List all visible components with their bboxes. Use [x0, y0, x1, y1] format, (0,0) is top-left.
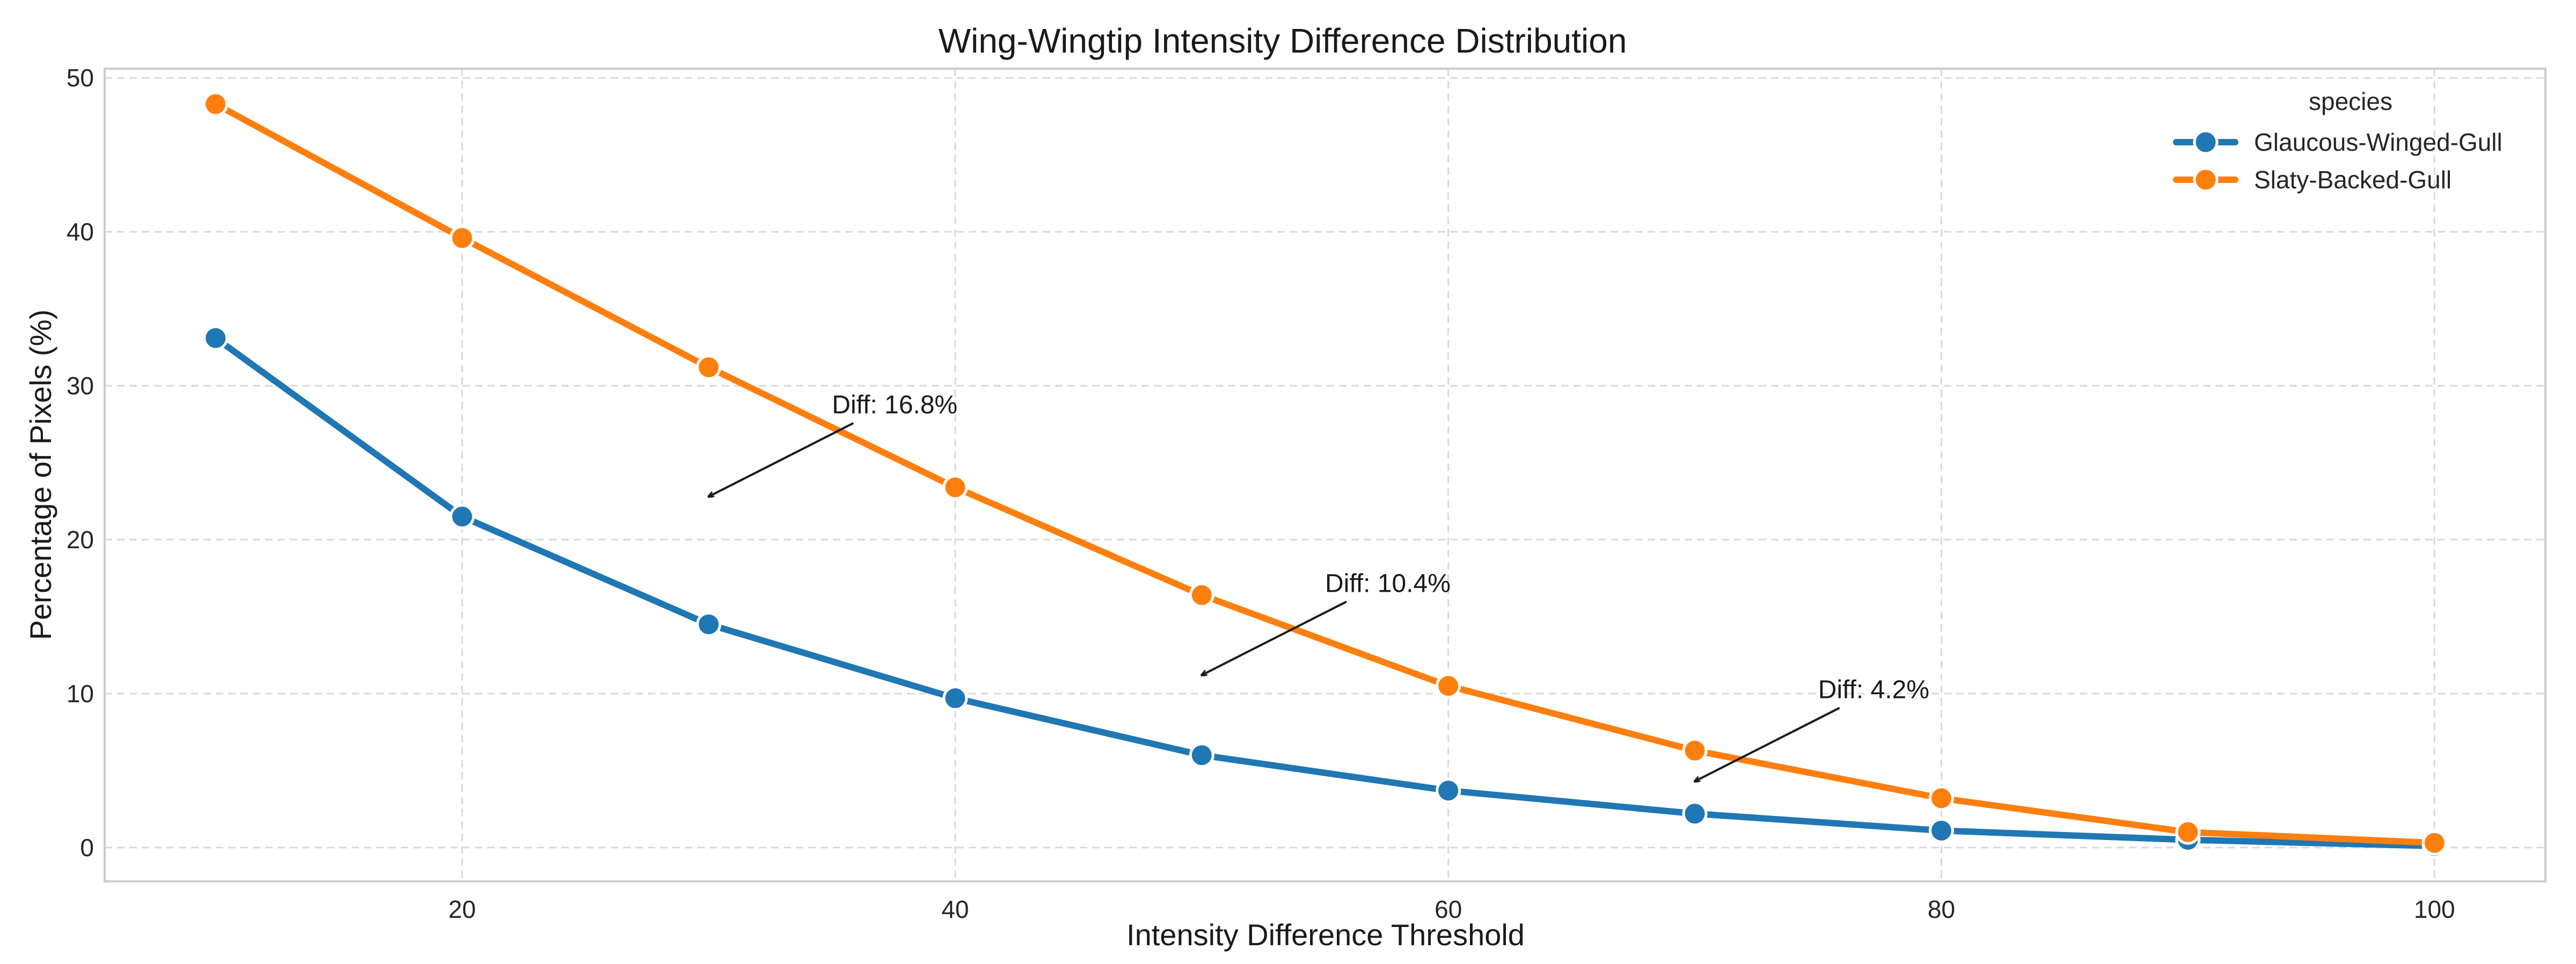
- annotations: Diff: 16.8% Diff: 10.4% Diff: 4.2%: [709, 391, 1929, 782]
- annotation-label: Diff: 4.2%: [1818, 676, 1929, 704]
- data-point: [696, 355, 722, 380]
- y-tick-label: 10: [67, 680, 94, 708]
- annotation: Diff: 10.4%: [1202, 570, 1451, 675]
- data-point: [449, 225, 475, 251]
- legend: species Glaucous-Winged-Gull Slaty-Backed…: [2173, 87, 2502, 194]
- data-point: [203, 91, 229, 117]
- y-tick-label: 0: [80, 834, 94, 862]
- data-point: [1436, 673, 1461, 699]
- series-line: [212, 335, 2438, 850]
- chart-title: Wing-Wingtip Intensity Difference Distri…: [939, 21, 1627, 60]
- legend-swatch-marker: [2193, 167, 2219, 193]
- grid: [105, 69, 2545, 881]
- data-point: [1682, 801, 1708, 827]
- data-point: [2175, 819, 2201, 845]
- data-point: [1189, 742, 1214, 768]
- annotation-arrow: [1202, 600, 1347, 675]
- x-tick-label: 40: [941, 895, 969, 923]
- data-point: [2421, 830, 2447, 856]
- plot-frame: [104, 68, 2546, 882]
- legend-item: Glaucous-Winged-Gull: [2173, 128, 2502, 156]
- y-tick-label: 40: [67, 218, 94, 246]
- y-tick-label: 20: [67, 526, 94, 554]
- annotation-arrow: [1695, 707, 1840, 782]
- x-tick-label: 80: [1928, 895, 1955, 923]
- data-point: [1928, 818, 1954, 843]
- series-layer: [203, 91, 2447, 859]
- data-point: [1436, 778, 1461, 804]
- data-point: [449, 504, 475, 529]
- x-tick-label: 20: [449, 895, 476, 923]
- data-point: [1682, 738, 1708, 763]
- legend-label: Glaucous-Winged-Gull: [2254, 128, 2502, 156]
- x-axis-label: Intensity Difference Threshold: [1126, 918, 1525, 952]
- y-axis-label: Percentage of Pixels (%): [24, 310, 57, 640]
- annotation-label: Diff: 16.8%: [832, 391, 957, 420]
- data-point: [1928, 785, 1954, 811]
- y-tick-label: 50: [67, 64, 94, 92]
- legend-swatch-marker: [2193, 129, 2219, 155]
- data-point: [203, 325, 229, 351]
- data-point: [942, 686, 968, 711]
- legend-title: species: [2309, 87, 2392, 115]
- y-tick-label: 30: [67, 372, 94, 400]
- annotation: Diff: 4.2%: [1695, 676, 1929, 782]
- tick-labels: 20 40 60 80 100 0 10 20 30 40 50: [67, 64, 2455, 923]
- legend-item: Slaty-Backed-Gull: [2173, 166, 2451, 194]
- series-line: [212, 100, 2438, 847]
- series-glaucous-winged-gull: [203, 325, 2447, 859]
- x-tick-label: 100: [2414, 895, 2455, 923]
- annotation-arrow: [709, 422, 854, 497]
- x-tick-label: 60: [1435, 895, 1462, 923]
- annotation: Diff: 16.8%: [709, 391, 957, 497]
- legend-label: Slaty-Backed-Gull: [2254, 166, 2451, 194]
- series-slaty-backed-gull: [203, 91, 2447, 856]
- data-point: [1189, 582, 1214, 608]
- data-point: [696, 612, 722, 637]
- annotation-label: Diff: 10.4%: [1325, 570, 1451, 598]
- data-point: [942, 474, 968, 500]
